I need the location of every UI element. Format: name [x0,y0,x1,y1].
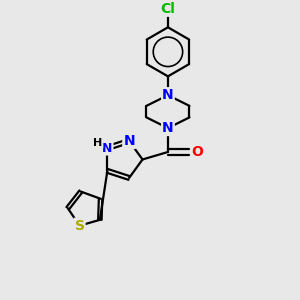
Text: N: N [162,88,174,102]
Text: Cl: Cl [160,2,175,16]
Text: S: S [75,219,85,233]
Text: N: N [162,121,174,135]
Text: N: N [102,142,112,154]
Text: O: O [191,145,203,159]
Text: H: H [93,138,102,148]
Text: N: N [123,134,135,148]
